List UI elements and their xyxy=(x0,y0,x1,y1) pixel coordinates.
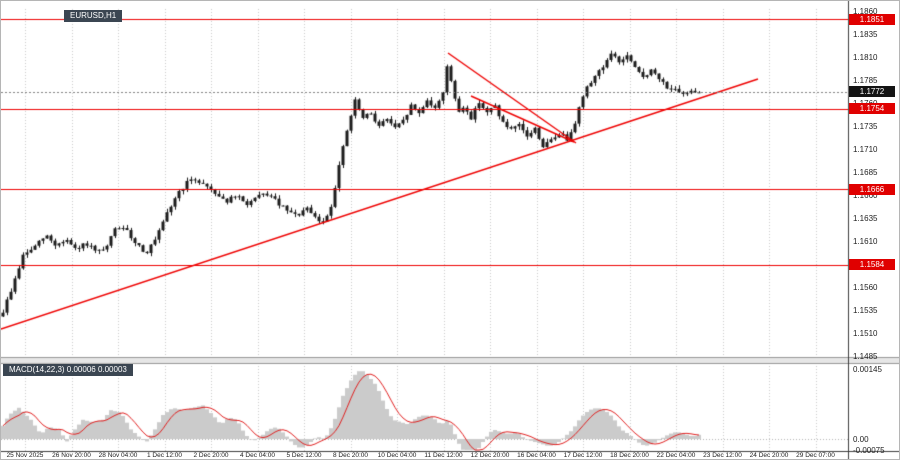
price-level-badge: 1.1754 xyxy=(849,103,895,115)
price-level-badge: 1.1584 xyxy=(849,259,895,271)
time-axis-label: 17 Dec 12:00 xyxy=(563,452,603,459)
symbol-timeframe-badge: EURUSD,H1 xyxy=(64,10,123,22)
price-level-badge: 1.1666 xyxy=(849,183,895,195)
price-axis-label: 1.1535 xyxy=(853,306,878,315)
current-price-badge: 1.1772 xyxy=(849,86,895,98)
time-axis-label: 29 Dec 07:00 xyxy=(796,452,835,459)
time-axis-label: 22 Dec 04:00 xyxy=(656,452,696,459)
time-axis-label: 23 Dec 12:00 xyxy=(703,452,742,459)
macd-indicator-label: MACD(14,22,3) 0.00006 0.00003 xyxy=(3,364,133,376)
macd-axis-label: -0.00075 xyxy=(853,446,885,455)
time-axis-label: 11 Dec 12:00 xyxy=(424,452,463,459)
time-axis-label: 8 Dec 20:00 xyxy=(332,452,369,459)
price-axis-label: 1.1510 xyxy=(853,329,878,338)
time-axis-label: 2 Dec 20:00 xyxy=(193,452,229,459)
price-axis-label: 1.1660 xyxy=(853,191,878,200)
price-axis-label: 1.1635 xyxy=(853,214,878,223)
price-axis-label: 1.1810 xyxy=(853,53,878,62)
time-axis-label: 18 Dec 20:00 xyxy=(610,452,649,459)
time-axis-label: 16 Dec 04:00 xyxy=(517,452,556,459)
macd-axis-label: 0.00 xyxy=(853,435,869,444)
macd-axis-label: 0.00145 xyxy=(853,365,882,375)
time-axis-label: 5 Dec 12:00 xyxy=(286,452,322,459)
price-axis-label: 1.1735 xyxy=(853,122,878,131)
time-axis-label: 12 Dec 20:00 xyxy=(470,452,510,459)
time-axis-label: 4 Dec 04:00 xyxy=(239,452,276,459)
time-axis-label: 10 Dec 04:00 xyxy=(377,452,417,459)
price-axis-label: 1.1610 xyxy=(853,237,878,246)
price-axis-label: 1.1710 xyxy=(853,145,878,154)
time-axis-label: 26 Nov 20:00 xyxy=(52,452,91,459)
price-axis-label: 1.1485 xyxy=(853,352,878,361)
price-level-badge: 1.1851 xyxy=(849,13,895,25)
price-axis-label: 1.1860 xyxy=(853,7,878,16)
price-axis-label: 1.1560 xyxy=(853,283,878,292)
price-axis-label: 1.1785 xyxy=(853,76,878,85)
time-axis-label: 24 Dec 20:00 xyxy=(749,452,789,459)
price-axis-label: 1.1835 xyxy=(853,30,878,39)
time-axis-label: 25 Nov 2025 xyxy=(6,452,44,459)
time-axis-label: 28 Nov 04:00 xyxy=(98,452,138,459)
price-axis-label: 1.1685 xyxy=(853,168,878,177)
time-axis-label: 1 Dec 12:00 xyxy=(146,452,183,459)
